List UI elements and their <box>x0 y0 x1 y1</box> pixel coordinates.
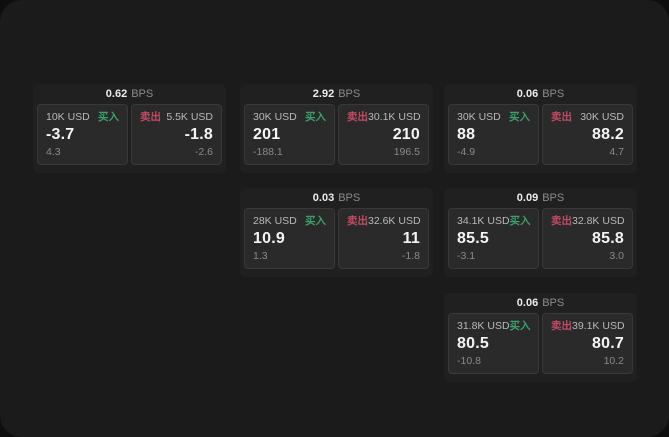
quote-body: 30K USD 买入 88 -4.9 卖出 30K USD 88.2 4.7 <box>444 104 637 169</box>
quote-body: 10K USD 买入 -3.7 4.3 卖出 5.5K USD -1.8 -2.… <box>33 104 226 169</box>
quote-body: 28K USD 买入 10.9 1.3 卖出 32.6K USD 11 -1.8 <box>240 208 433 273</box>
buy-panel[interactable]: 10K USD 买入 -3.7 4.3 <box>37 104 128 165</box>
sell-panel[interactable]: 卖出 30K USD 88.2 4.7 <box>542 104 633 165</box>
buy-amount: 10K USD <box>46 111 90 123</box>
sell-side-label: 卖出 <box>551 215 572 227</box>
buy-panel[interactable]: 30K USD 买入 88 -4.9 <box>448 104 539 165</box>
quote-card: 0.03 BPS 28K USD 买入 10.9 1.3 卖出 32.6K US… <box>240 188 433 277</box>
sell-change: 196.5 <box>393 146 420 158</box>
sell-panel[interactable]: 卖出 39.1K USD 80.7 10.2 <box>542 313 633 374</box>
spread-header: 0.06 BPS <box>444 84 637 104</box>
spread-unit: BPS <box>131 88 154 100</box>
buy-change: -10.8 <box>457 355 481 367</box>
buy-price: 201 <box>253 126 281 143</box>
buy-panel[interactable]: 34.1K USD 买入 85.5 -3.1 <box>448 208 539 269</box>
quote-body: 31.8K USD 买入 80.5 -10.8 卖出 39.1K USD 80.… <box>444 313 637 378</box>
buy-change: -4.9 <box>457 146 476 158</box>
sell-amount: 30.1K USD <box>368 111 421 123</box>
quote-body: 34.1K USD 买入 85.5 -3.1 卖出 32.8K USD 85.8… <box>444 208 637 273</box>
sell-amount: 5.5K USD <box>166 111 213 123</box>
sell-price: -1.8 <box>184 126 213 143</box>
buy-panel[interactable]: 28K USD 买入 10.9 1.3 <box>244 208 335 269</box>
sell-amount: 39.1K USD <box>572 320 625 332</box>
quote-body: 30K USD 买入 201 -188.1 卖出 30.1K USD 210 1… <box>240 104 433 169</box>
spread-value: 2.92 <box>312 88 335 100</box>
sell-price: 88.2 <box>592 126 624 143</box>
spread-unit: BPS <box>542 192 565 204</box>
sell-side-label: 卖出 <box>551 320 572 332</box>
quote-card: 0.06 BPS 30K USD 买入 88 -4.9 卖出 30K USD <box>444 84 637 173</box>
quote-card: 0.06 BPS 31.8K USD 买入 80.5 -10.8 卖出 39.1… <box>444 293 637 382</box>
spread-value: 0.06 <box>516 297 539 309</box>
buy-price: 85.5 <box>457 230 489 247</box>
spread-header: 0.62 BPS <box>33 84 226 104</box>
sell-side-label: 卖出 <box>140 111 161 123</box>
sell-panel[interactable]: 卖出 30.1K USD 210 196.5 <box>338 104 429 165</box>
buy-change: 4.3 <box>46 146 61 158</box>
sell-panel[interactable]: 卖出 32.8K USD 85.8 3.0 <box>542 208 633 269</box>
sell-price: 11 <box>402 230 420 247</box>
buy-side-label: 买入 <box>509 215 531 227</box>
quote-card: 0.09 BPS 34.1K USD 买入 85.5 -3.1 卖出 32.8K… <box>444 188 637 277</box>
spread-value: 0.09 <box>516 192 539 204</box>
spread-value: 0.06 <box>516 88 539 100</box>
buy-change: -3.1 <box>457 250 476 262</box>
buy-price: 80.5 <box>457 335 489 352</box>
buy-change: 1.3 <box>253 250 268 262</box>
buy-amount: 31.8K USD <box>457 320 510 332</box>
buy-side-label: 买入 <box>305 215 326 227</box>
buy-amount: 30K USD <box>253 111 297 123</box>
sell-change: 10.2 <box>603 355 624 367</box>
spread-header: 0.06 BPS <box>444 293 637 313</box>
sell-panel[interactable]: 卖出 5.5K USD -1.8 -2.6 <box>131 104 222 165</box>
sell-price: 80.7 <box>592 335 624 352</box>
spread-unit: BPS <box>542 88 565 100</box>
spread-unit: BPS <box>338 192 361 204</box>
sell-side-label: 卖出 <box>551 111 572 123</box>
spread-value: 0.03 <box>312 192 335 204</box>
sell-price: 85.8 <box>592 230 624 247</box>
quote-card: 0.62 BPS 10K USD 买入 -3.7 4.3 卖出 5.5K USD <box>33 84 226 173</box>
buy-side-label: 买入 <box>305 111 326 123</box>
spread-unit: BPS <box>542 297 565 309</box>
buy-side-label: 买入 <box>98 111 119 123</box>
buy-side-label: 买入 <box>509 111 530 123</box>
buy-side-label: 买入 <box>509 320 531 332</box>
buy-amount: 30K USD <box>457 111 501 123</box>
spread-unit: BPS <box>338 88 361 100</box>
buy-amount: 28K USD <box>253 215 297 227</box>
buy-price: 88 <box>457 126 476 143</box>
sell-amount: 30K USD <box>580 111 624 123</box>
buy-panel[interactable]: 31.8K USD 买入 80.5 -10.8 <box>448 313 539 374</box>
sell-amount: 32.6K USD <box>368 215 421 227</box>
sell-price: 210 <box>392 126 420 143</box>
buy-price: 10.9 <box>253 230 285 247</box>
buy-amount: 34.1K USD <box>457 215 510 227</box>
sell-amount: 32.8K USD <box>572 215 625 227</box>
buy-panel[interactable]: 30K USD 买入 201 -188.1 <box>244 104 335 165</box>
spread-header: 0.09 BPS <box>444 188 637 208</box>
spread-header: 2.92 BPS <box>240 84 433 104</box>
spread-value: 0.62 <box>105 88 128 100</box>
buy-change: -188.1 <box>253 146 283 158</box>
buy-price: -3.7 <box>46 126 75 143</box>
sell-side-label: 卖出 <box>347 215 368 227</box>
sell-change: 3.0 <box>609 250 624 262</box>
sell-change: 4.7 <box>609 146 624 158</box>
sell-panel[interactable]: 卖出 32.6K USD 11 -1.8 <box>338 208 429 269</box>
sell-side-label: 卖出 <box>347 111 368 123</box>
spread-header: 0.03 BPS <box>240 188 433 208</box>
quote-card: 2.92 BPS 30K USD 买入 201 -188.1 卖出 30.1K … <box>240 84 433 173</box>
sell-change: -2.6 <box>194 146 213 158</box>
sell-change: -1.8 <box>401 250 420 262</box>
